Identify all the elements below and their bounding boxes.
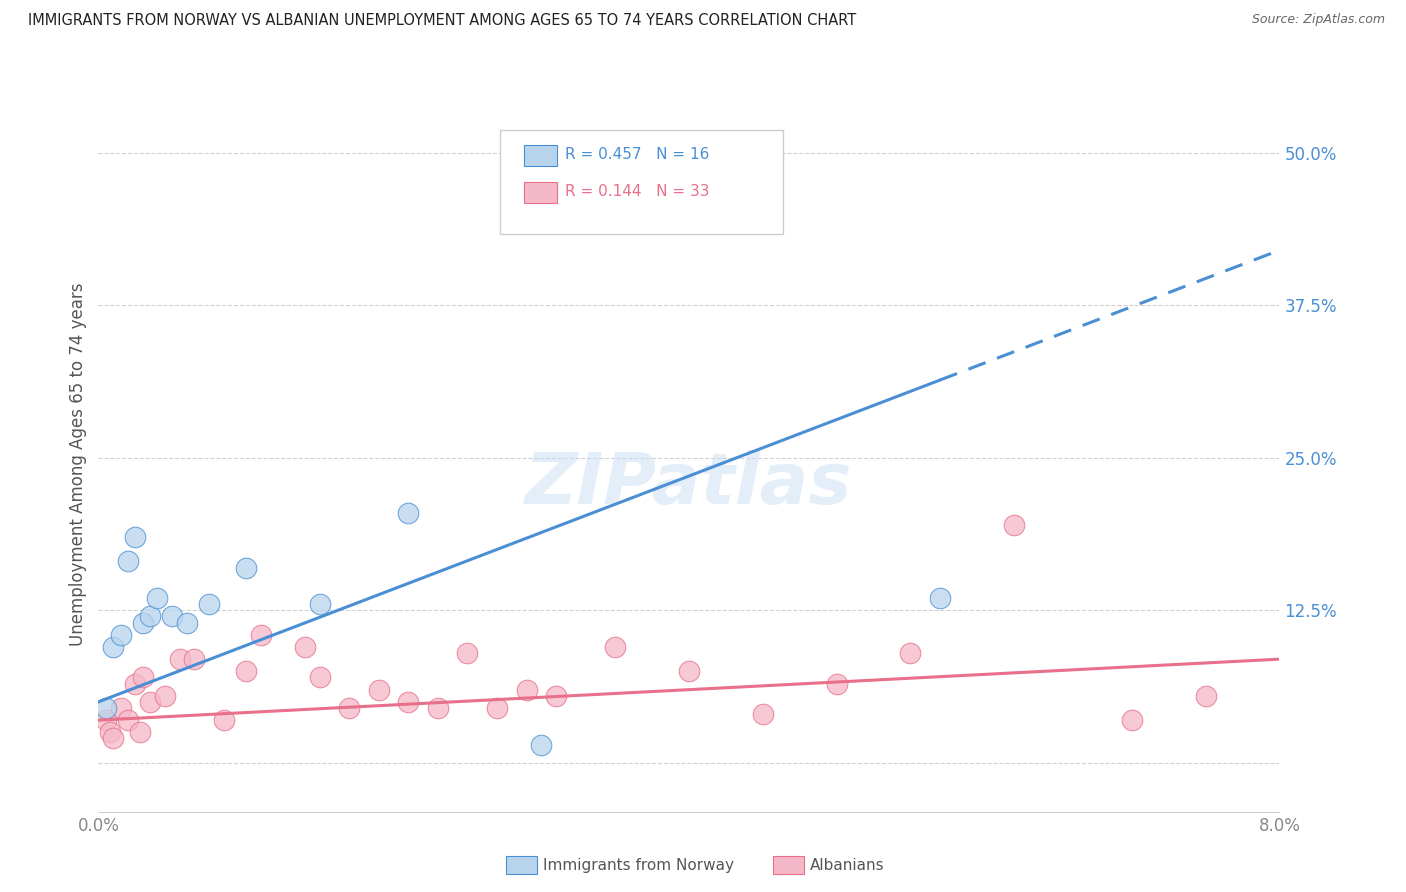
Point bbox=[146, 591, 169, 606]
Point bbox=[1002, 517, 1025, 532]
Point bbox=[308, 670, 332, 684]
Point bbox=[103, 640, 125, 654]
Point bbox=[153, 689, 176, 703]
Point bbox=[337, 701, 360, 715]
Point bbox=[1121, 713, 1143, 727]
Text: R = 0.457   N = 16: R = 0.457 N = 16 bbox=[565, 147, 709, 162]
Point bbox=[367, 682, 389, 697]
Point bbox=[132, 670, 155, 684]
Point bbox=[94, 701, 117, 715]
Point bbox=[117, 713, 139, 727]
Text: R = 0.144   N = 33: R = 0.144 N = 33 bbox=[565, 185, 710, 199]
Point bbox=[183, 652, 205, 666]
Bar bbox=[523, 182, 557, 203]
Point bbox=[139, 609, 162, 624]
Point bbox=[530, 738, 553, 752]
Point bbox=[110, 701, 132, 715]
Point bbox=[544, 689, 567, 703]
Point bbox=[456, 646, 478, 660]
Point bbox=[139, 695, 162, 709]
Point bbox=[124, 676, 146, 690]
Point bbox=[132, 615, 155, 630]
Point bbox=[169, 652, 191, 666]
Point bbox=[605, 640, 627, 654]
Point bbox=[396, 506, 419, 520]
Point bbox=[486, 701, 509, 715]
Point bbox=[176, 615, 198, 630]
Point bbox=[294, 640, 316, 654]
Point bbox=[103, 731, 125, 746]
Point bbox=[825, 676, 848, 690]
Point bbox=[110, 628, 132, 642]
Point bbox=[235, 560, 257, 574]
Point bbox=[98, 725, 121, 739]
Point bbox=[124, 530, 146, 544]
Point bbox=[117, 554, 139, 568]
Point bbox=[426, 701, 449, 715]
Point bbox=[250, 628, 273, 642]
Point bbox=[515, 682, 537, 697]
Text: Source: ZipAtlas.com: Source: ZipAtlas.com bbox=[1251, 13, 1385, 27]
Text: Immigrants from Norway: Immigrants from Norway bbox=[543, 858, 734, 872]
Point bbox=[212, 713, 235, 727]
Point bbox=[128, 725, 150, 739]
Y-axis label: Unemployment Among Ages 65 to 74 years: Unemployment Among Ages 65 to 74 years bbox=[69, 282, 87, 646]
Point bbox=[928, 591, 950, 606]
Point bbox=[308, 597, 332, 611]
Point bbox=[751, 707, 773, 722]
Point bbox=[898, 646, 921, 660]
Point bbox=[235, 665, 257, 679]
Point bbox=[396, 695, 419, 709]
Point bbox=[1194, 689, 1216, 703]
FancyBboxPatch shape bbox=[501, 130, 783, 235]
Text: IMMIGRANTS FROM NORWAY VS ALBANIAN UNEMPLOYMENT AMONG AGES 65 TO 74 YEARS CORREL: IMMIGRANTS FROM NORWAY VS ALBANIAN UNEMP… bbox=[28, 13, 856, 29]
Text: ZIPatlas: ZIPatlas bbox=[526, 450, 852, 519]
Point bbox=[198, 597, 221, 611]
Point bbox=[94, 713, 117, 727]
Text: Albanians: Albanians bbox=[810, 858, 884, 872]
Point bbox=[678, 665, 700, 679]
Point bbox=[162, 609, 183, 624]
Bar bbox=[523, 145, 557, 166]
